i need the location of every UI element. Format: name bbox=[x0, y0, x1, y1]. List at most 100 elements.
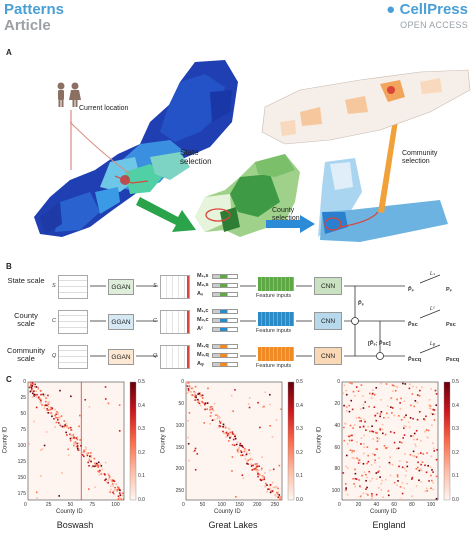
chart-title: Great Lakes bbox=[208, 520, 258, 530]
x-tick-label: 100 bbox=[217, 502, 226, 508]
y-tick-label: 0 bbox=[337, 379, 340, 385]
heatmap-cell bbox=[269, 393, 271, 396]
current-location-label: Current location bbox=[79, 105, 129, 112]
heatmap-cell bbox=[346, 493, 349, 496]
heatmap-cell bbox=[72, 437, 75, 440]
heatmap-cell bbox=[387, 494, 390, 497]
heatmap-cell bbox=[75, 445, 78, 448]
heatmap-cell bbox=[88, 405, 91, 408]
x-tick-label: 75 bbox=[89, 502, 96, 508]
heatmap-cell bbox=[186, 382, 188, 384]
heatmap-cell bbox=[73, 442, 75, 444]
heatmap-cell bbox=[110, 478, 112, 481]
heatmap-cell bbox=[344, 422, 346, 425]
heatmap-cell bbox=[187, 382, 190, 384]
heatmap-cell bbox=[187, 419, 189, 422]
heatmap-cell bbox=[412, 454, 414, 457]
heatmap-cell bbox=[420, 480, 423, 483]
heatmap-cell bbox=[195, 396, 197, 399]
heatmap-cell bbox=[372, 453, 375, 455]
heatmap-cell bbox=[420, 469, 423, 472]
heatmap-cell bbox=[67, 427, 70, 429]
heatmap-cell bbox=[193, 449, 196, 452]
heatmap-cell bbox=[376, 412, 379, 415]
heatmap-cell bbox=[96, 462, 98, 465]
heatmap-cell bbox=[229, 431, 231, 434]
heatmap-cell bbox=[387, 490, 390, 492]
x-tick-label: 50 bbox=[67, 502, 74, 508]
colorbar-tick: 0.5 bbox=[452, 379, 459, 385]
heatmap-cell bbox=[39, 390, 42, 392]
heatmap-cell bbox=[202, 401, 204, 404]
heatmap-cell bbox=[249, 457, 252, 460]
loss-label: Lᶜ bbox=[430, 306, 436, 312]
heatmap-cell bbox=[31, 384, 34, 387]
heatmap-cell bbox=[229, 437, 231, 439]
heatmap-cell bbox=[369, 392, 371, 395]
heatmap-cell bbox=[351, 408, 354, 411]
heatmap-cell bbox=[251, 458, 254, 461]
pipeline-row: State scale S GGAN S M₁,s M₂,s Aₛ Feature input… bbox=[0, 271, 474, 301]
heatmap-cell bbox=[428, 404, 431, 406]
heatmap-cell bbox=[119, 492, 121, 494]
heatmap-cell bbox=[411, 393, 414, 395]
y-axis-label: County ID bbox=[316, 426, 323, 454]
heatmap-cell bbox=[234, 435, 236, 438]
heatmap-cell bbox=[35, 406, 38, 409]
heatmap-cell bbox=[86, 454, 89, 457]
heatmap-cell bbox=[239, 442, 242, 445]
heatmap-cell bbox=[231, 431, 234, 433]
heatmap-cell bbox=[368, 471, 371, 474]
heatmap-cell bbox=[195, 395, 197, 397]
heatmap-cell bbox=[395, 385, 397, 388]
colorbar-tick: 0.0 bbox=[138, 497, 145, 503]
heatmap-cell bbox=[104, 398, 107, 400]
heatmap-cell bbox=[244, 458, 247, 460]
heatmap-cell bbox=[71, 434, 73, 437]
heatmap-cell bbox=[401, 492, 404, 495]
heatmap-cell bbox=[220, 420, 222, 423]
heatmap-cell bbox=[36, 497, 39, 500]
heatmap-cell bbox=[227, 432, 230, 435]
heatmap-cell bbox=[354, 395, 356, 397]
heatmap-cell bbox=[78, 448, 81, 451]
heatmap-cell bbox=[346, 443, 349, 445]
heatmap-cell bbox=[390, 406, 392, 409]
heatmap-cell bbox=[94, 464, 97, 466]
x-tick-label: 0 bbox=[182, 502, 185, 508]
heatmap-cell bbox=[252, 464, 254, 467]
heatmap-cell bbox=[356, 457, 358, 460]
heatmap-cell bbox=[242, 446, 244, 449]
feature-bar bbox=[212, 344, 238, 349]
heatmap-cell bbox=[186, 392, 188, 394]
heatmap-cell bbox=[279, 498, 282, 501]
heatmap-cell bbox=[405, 414, 407, 417]
heatmap-cell bbox=[118, 497, 120, 500]
heatmap-plot bbox=[27, 381, 137, 501]
heatmap-cell bbox=[83, 455, 85, 458]
y-tick-label: 100 bbox=[175, 422, 184, 429]
heatmap-cell bbox=[269, 487, 271, 490]
heatmap-cell bbox=[213, 402, 216, 405]
colorbar-tick: 0.3 bbox=[296, 426, 303, 433]
heatmap-cell bbox=[386, 405, 389, 407]
heatmap-cell bbox=[415, 429, 418, 432]
heatmap-cell bbox=[275, 485, 278, 488]
heatmap-cell bbox=[250, 465, 253, 467]
heatmap-cell bbox=[83, 449, 85, 452]
loss-label: Lᵩ bbox=[430, 341, 436, 347]
x-tick-label: 50 bbox=[199, 502, 206, 508]
heatmap-cell bbox=[371, 477, 373, 480]
x-tick-label: 20 bbox=[355, 502, 362, 508]
x-tick-label: 80 bbox=[409, 502, 415, 508]
heatmap-cell bbox=[78, 425, 80, 428]
heatmap-cell bbox=[367, 494, 369, 496]
heatmap-cell bbox=[111, 483, 114, 485]
heatmap-cell bbox=[209, 422, 212, 425]
heatmap-cell bbox=[369, 480, 372, 482]
heatmap-cell bbox=[359, 486, 362, 488]
heatmap-cell bbox=[66, 426, 68, 428]
heatmap-cell bbox=[84, 450, 86, 453]
y-tick-label: 100 bbox=[17, 442, 26, 449]
heatmap-cell bbox=[352, 477, 354, 480]
